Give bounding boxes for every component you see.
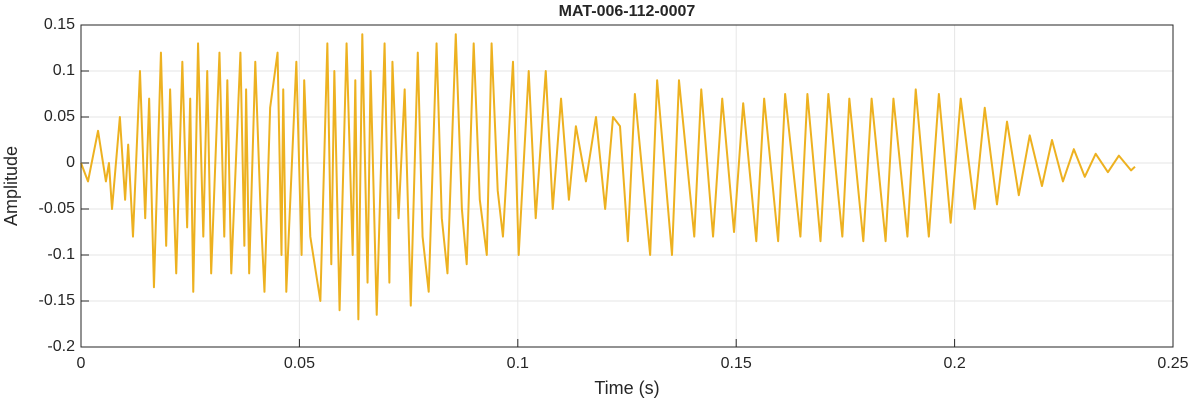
x-tick-label: 0.05: [284, 355, 315, 372]
y-tick-label: -0.05: [39, 200, 76, 217]
plot-frame: [80, 24, 1174, 348]
y-tick-label: -0.2: [47, 338, 75, 355]
y-tick-label: -0.15: [39, 292, 76, 309]
y-tick-label: 0: [66, 154, 75, 171]
y-tick-label: -0.1: [47, 246, 75, 263]
x-tick-label: 0.1: [507, 355, 529, 372]
y-tick-label: 0.15: [44, 16, 75, 33]
y-axis-label: Amplitude: [1, 146, 21, 226]
y-tick-label: 0.05: [44, 108, 75, 125]
x-tick-label: 0.25: [1157, 355, 1188, 372]
x-axis-label: Time (s): [594, 378, 659, 398]
x-tick-label: 0.15: [721, 355, 752, 372]
y-tick-label: 0.1: [53, 62, 75, 79]
x-tick-label: 0.2: [943, 355, 965, 372]
chart-title: MAT-006-112-0007: [559, 3, 696, 20]
x-tick-label: 0: [77, 355, 86, 372]
data-line: [80, 33, 1136, 321]
